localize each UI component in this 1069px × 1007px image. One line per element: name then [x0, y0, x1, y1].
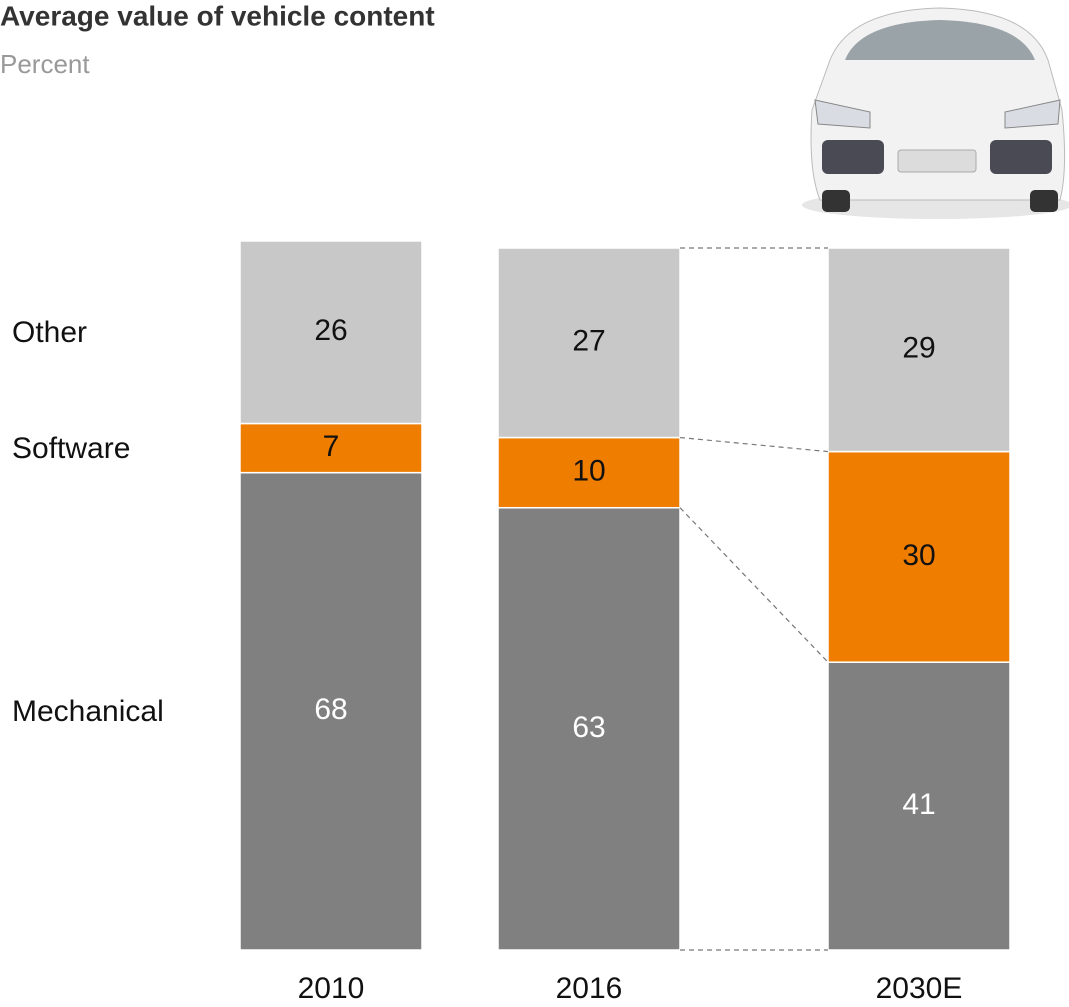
- connector: [680, 508, 828, 662]
- legend-label: Software: [12, 432, 130, 465]
- value-label: 10: [572, 455, 605, 488]
- x-tick-label: 2010: [298, 972, 365, 1005]
- value-label: 27: [572, 325, 605, 358]
- chart-title: Average value of vehicle content: [0, 0, 435, 31]
- legend-label: Mechanical: [12, 695, 164, 728]
- value-label: 7: [323, 430, 340, 463]
- value-label: 29: [902, 332, 935, 365]
- x-tick-label: 2030E: [876, 972, 963, 1005]
- legend-label: Other: [12, 316, 87, 349]
- car-illustration: [802, 8, 1069, 219]
- chart-subtitle: Percent: [0, 49, 90, 79]
- value-label: 30: [902, 539, 935, 572]
- chart: Average value of vehicle content Percent…: [0, 0, 1069, 1007]
- value-label: 26: [314, 314, 347, 347]
- x-tick-label: 2016: [556, 972, 623, 1005]
- value-label: 63: [572, 711, 605, 744]
- value-label: 68: [314, 693, 347, 726]
- connector: [680, 438, 828, 452]
- value-label: 41: [902, 788, 935, 821]
